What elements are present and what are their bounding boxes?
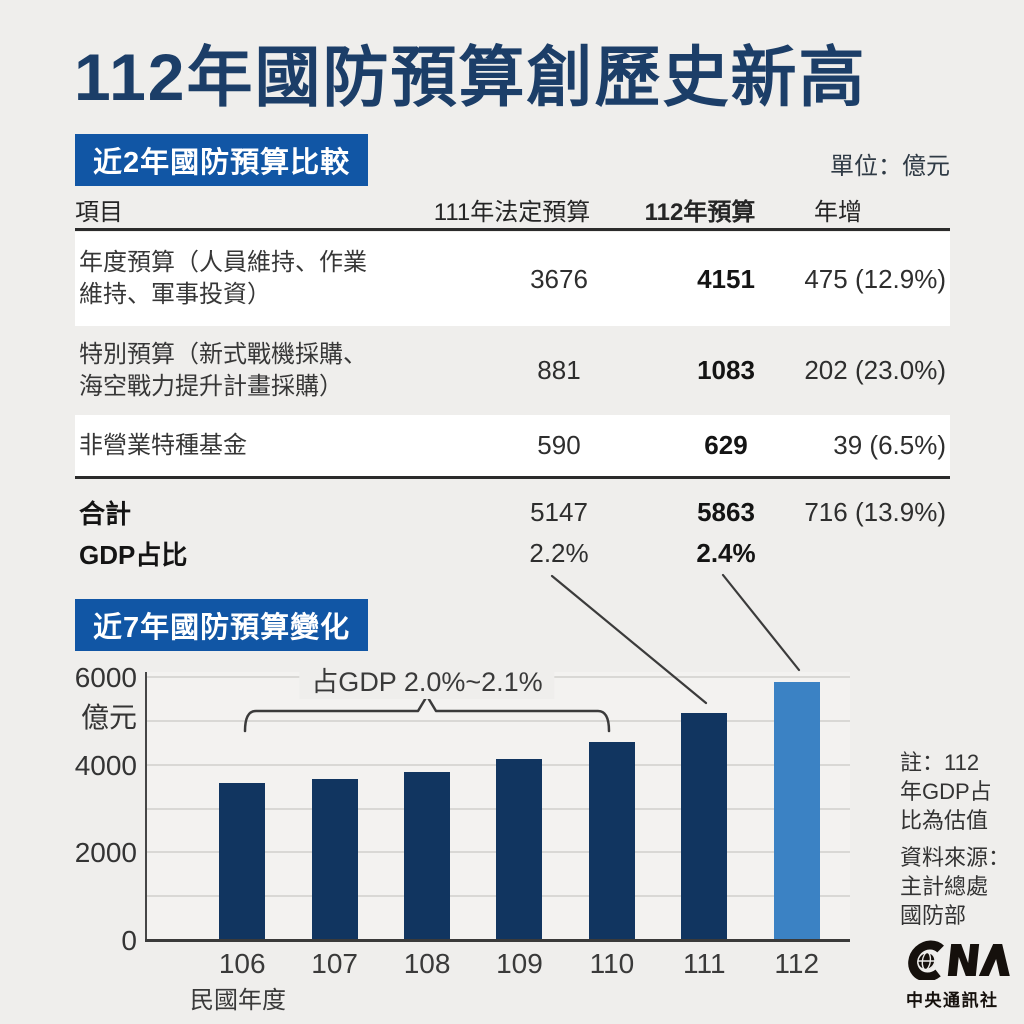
row-growth: 475 (12.9%)	[804, 263, 946, 294]
gdp-share-111-value: 2.2%	[529, 538, 589, 568]
gdp-share-label: GDP占比	[79, 540, 188, 570]
totals-growth: 716 (13.9%)	[804, 497, 946, 527]
y-tick-2000: 2000	[74, 837, 137, 869]
x-tick-108: 108	[403, 948, 451, 979]
letter-n-shape	[947, 944, 980, 976]
totals-112-value: 5863	[697, 497, 755, 527]
y-axis-ticks: 0 2000 4000 6000	[58, 662, 137, 956]
x-tick-107: 107	[311, 948, 358, 979]
row-112-value: 4151	[697, 263, 755, 294]
table-row: 年度預算（人員維持、作業 維持、軍事投資） 3676 4151 475 (12.…	[75, 232, 950, 326]
row-112-value: 1083	[697, 355, 755, 385]
row-item-label: 特別預算（新式戰機採購、 海空戰力提升計畫採購）	[79, 340, 367, 400]
bar-112	[773, 682, 820, 939]
y-tick-0: 0	[121, 925, 137, 956]
x-tick-111: 111	[683, 948, 726, 979]
bar-110	[588, 742, 635, 939]
bar-111	[681, 713, 728, 939]
x-axis-line	[145, 939, 850, 942]
table-row: 特別預算（新式戰機採購、 海空戰力提升計畫採購） 881 1083 202 (2…	[75, 326, 950, 415]
bar-slot-111	[658, 672, 750, 939]
cna-logo: 中央通訊社	[906, 936, 1016, 1011]
y-axis-line	[145, 672, 147, 942]
row-item-label: 年度預算（人員維持、作業 維持、軍事投資）	[79, 249, 367, 308]
data-source: 資料來源： 主計總處 國防部	[900, 845, 1011, 928]
bar-106	[219, 782, 266, 939]
x-tick-109: 109	[496, 948, 543, 979]
bar-slot-108	[381, 672, 473, 939]
bar-slot-109	[473, 672, 565, 939]
bar-109	[496, 759, 543, 939]
row-112-value: 629	[704, 430, 748, 460]
page-title: 112年國防預算創歷史新高	[74, 40, 867, 114]
section-title-comparison: 近2年國防預算比較	[75, 134, 369, 186]
leader-line-112	[721, 573, 801, 672]
bar-slot-110	[566, 672, 658, 939]
row-111-value: 590	[537, 430, 581, 460]
x-axis-ticks: 106 107 108 109 110 111 112	[196, 948, 843, 980]
y-tick-4000: 4000	[74, 749, 137, 781]
col-header-112: 112年預算	[644, 198, 756, 226]
bar-slot-107	[288, 672, 380, 939]
footnote: 註：112 年GDP占 比為估值	[900, 750, 992, 833]
globe-grid-lines	[917, 951, 936, 971]
row-111-value: 881	[537, 355, 581, 385]
section-title-chart: 近7年國防預算變化	[75, 599, 369, 651]
x-tick-112: 112	[774, 948, 820, 979]
x-tick-110: 110	[589, 948, 635, 979]
gdp-share-112-value: 2.4%	[696, 538, 756, 568]
table-header-row: 項目 111年法定預算 112年預算 年增	[75, 190, 950, 228]
row-111-value: 3676	[530, 263, 588, 294]
y-tick-6000: 6000	[74, 662, 137, 693]
row-growth: 202 (23.0%)	[804, 355, 946, 385]
x-tick-106: 106	[218, 948, 266, 979]
table-bottom-divider	[75, 476, 950, 479]
totals-111-value: 5147	[530, 497, 588, 527]
gdp-range-annotation: 占GDP 2.0%~2.1%	[299, 660, 555, 699]
col-header-111: 111年法定預算	[433, 198, 591, 226]
col-header-growth: 年增	[814, 198, 862, 226]
bar-chart-plot-area	[145, 672, 850, 942]
bar-107	[311, 779, 358, 939]
y-axis-unit-label: 億元	[80, 702, 137, 733]
x-axis-title: 民國年度	[190, 987, 286, 1014]
bar-slot-112	[751, 672, 843, 939]
bar-108	[404, 771, 451, 939]
bar-slot-106	[196, 672, 288, 939]
row-item-label: 非營業特種基金	[79, 431, 247, 459]
gdp-share-row: GDP占比 2.2% 2.4%	[75, 533, 950, 574]
letter-c-shape	[908, 940, 944, 982]
cna-logo-name: 中央通訊社	[906, 991, 999, 1010]
unit-label: 單位：億元	[830, 153, 950, 180]
totals-row: 合計 5147 5863 716 (13.9%)	[75, 492, 950, 533]
table-row: 非營業特種基金 590 629 39 (6.5%)	[75, 415, 950, 476]
letter-a-shape	[978, 944, 1010, 976]
totals-label: 合計	[79, 499, 132, 529]
cna-logo-mark	[908, 940, 1010, 982]
header-divider	[75, 228, 950, 231]
bar-series	[196, 672, 843, 939]
col-header-item: 項目	[75, 198, 123, 226]
row-growth: 39 (6.5%)	[833, 430, 946, 460]
